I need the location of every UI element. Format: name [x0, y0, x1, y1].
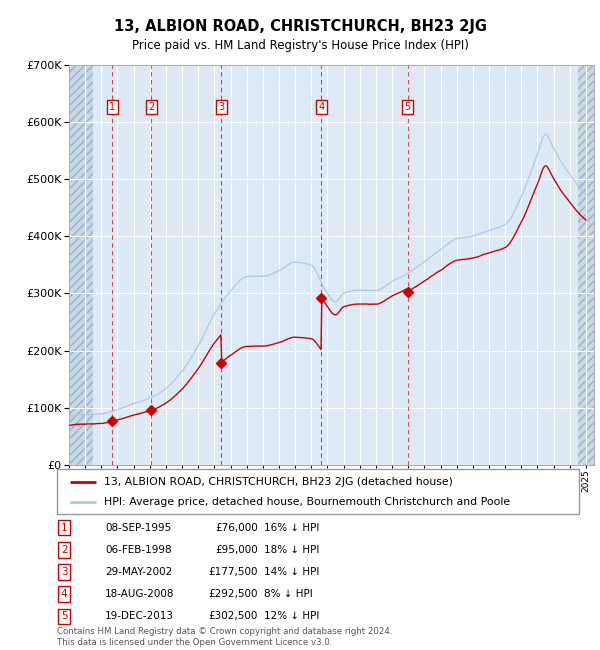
Text: 14% ↓ HPI: 14% ↓ HPI [264, 567, 319, 577]
Text: 4: 4 [319, 102, 325, 112]
Text: £95,000: £95,000 [215, 545, 258, 555]
Text: 18-AUG-2008: 18-AUG-2008 [105, 589, 175, 599]
Text: HPI: Average price, detached house, Bournemouth Christchurch and Poole: HPI: Average price, detached house, Bour… [104, 497, 510, 508]
Text: £292,500: £292,500 [209, 589, 258, 599]
Text: 3: 3 [218, 102, 224, 112]
Text: 3: 3 [61, 567, 68, 577]
Text: 29-MAY-2002: 29-MAY-2002 [105, 567, 172, 577]
Text: 08-SEP-1995: 08-SEP-1995 [105, 523, 171, 533]
Text: 12% ↓ HPI: 12% ↓ HPI [264, 611, 319, 621]
Text: 06-FEB-1998: 06-FEB-1998 [105, 545, 172, 555]
Text: 5: 5 [404, 102, 411, 112]
Text: 13, ALBION ROAD, CHRISTCHURCH, BH23 2JG: 13, ALBION ROAD, CHRISTCHURCH, BH23 2JG [113, 18, 487, 34]
Text: 2: 2 [148, 102, 155, 112]
Text: 16% ↓ HPI: 16% ↓ HPI [264, 523, 319, 533]
Text: Price paid vs. HM Land Registry's House Price Index (HPI): Price paid vs. HM Land Registry's House … [131, 39, 469, 52]
Bar [69, 65, 93, 465]
Text: 5: 5 [61, 611, 68, 621]
Bar [578, 65, 594, 465]
Text: 2: 2 [61, 545, 68, 555]
Text: 8% ↓ HPI: 8% ↓ HPI [264, 589, 313, 599]
Text: 4: 4 [61, 589, 68, 599]
Text: 1: 1 [109, 102, 116, 112]
Text: £302,500: £302,500 [209, 611, 258, 621]
Text: Contains HM Land Registry data © Crown copyright and database right 2024.
This d: Contains HM Land Registry data © Crown c… [57, 627, 392, 647]
Text: 18% ↓ HPI: 18% ↓ HPI [264, 545, 319, 555]
Text: £177,500: £177,500 [209, 567, 258, 577]
Text: 1: 1 [61, 523, 68, 533]
Text: 13, ALBION ROAD, CHRISTCHURCH, BH23 2JG (detached house): 13, ALBION ROAD, CHRISTCHURCH, BH23 2JG … [104, 476, 453, 487]
Text: £76,000: £76,000 [215, 523, 258, 533]
Text: 19-DEC-2013: 19-DEC-2013 [105, 611, 174, 621]
